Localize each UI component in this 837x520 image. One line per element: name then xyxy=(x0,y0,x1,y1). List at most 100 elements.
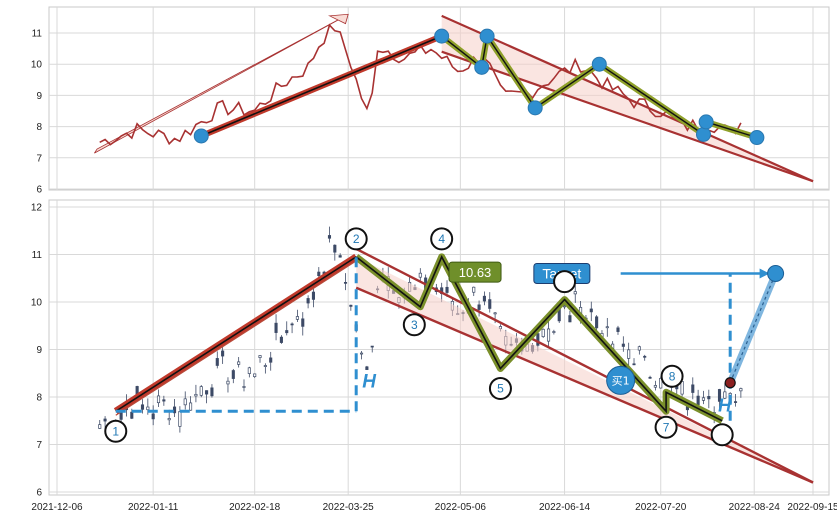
candle-body xyxy=(707,396,711,400)
candle-body xyxy=(156,395,161,404)
top-pivot-dot xyxy=(474,59,490,75)
candle-body xyxy=(680,381,684,395)
pivot-marker xyxy=(402,313,426,337)
candle-body xyxy=(231,370,235,379)
candle-body xyxy=(338,255,342,258)
top-panel: 6 7 8 9 10 11 xyxy=(31,6,830,196)
pivot-marker xyxy=(488,377,512,400)
price-annotation: 10.63 xyxy=(459,265,492,280)
buy-label: 买1 xyxy=(612,374,630,387)
bottom-x-tick-label: 2022-05-06 xyxy=(435,502,487,513)
candle-body xyxy=(632,363,636,366)
top-panel-frame xyxy=(48,6,830,191)
candle-body xyxy=(733,401,738,403)
candle-body xyxy=(595,316,599,329)
top-pivot-dot xyxy=(479,28,495,44)
target-dot xyxy=(767,265,785,282)
candle-body xyxy=(552,331,556,333)
candle-body xyxy=(472,286,476,293)
candle-body xyxy=(269,357,273,363)
candle-body xyxy=(482,295,486,302)
candle-body xyxy=(370,345,374,348)
candle-body xyxy=(445,286,449,293)
top-y-tick-label: 9 xyxy=(36,91,42,102)
bottom-y-tick-label: 7 xyxy=(36,440,42,451)
candle-body xyxy=(327,235,332,239)
candle-body xyxy=(418,272,422,278)
bottom-x-axis: 2021-12-06 2022-01-11 2022-02-18 2022-03-25… xyxy=(31,502,837,513)
candle-body xyxy=(541,328,545,338)
bottom-x-tick-label: 2022-03-25 xyxy=(323,502,375,513)
bottom-x-tick-label: 2022-08-24 xyxy=(729,502,781,513)
candle-body xyxy=(477,304,481,310)
candle-body xyxy=(226,380,230,385)
top-y-tick-label: 7 xyxy=(36,153,42,164)
candle-body xyxy=(285,330,289,334)
candle-body xyxy=(643,355,647,358)
top-pivot-dot xyxy=(698,114,714,130)
candle-body xyxy=(627,349,631,359)
top-pivot-dot xyxy=(749,130,765,146)
pivot-marker xyxy=(104,419,128,443)
projection-line xyxy=(726,272,779,385)
bottom-up-leg-shadow xyxy=(115,260,357,416)
candle-body xyxy=(178,411,182,427)
bottom-pivot-zigzag-core xyxy=(355,255,723,422)
candle-body xyxy=(199,386,203,396)
target-arrow-head xyxy=(759,268,770,279)
bottom-lower-channel xyxy=(355,286,814,484)
candle-body xyxy=(723,391,727,399)
pivot-marker xyxy=(654,415,678,439)
pivot-marker-label: 4 xyxy=(438,232,445,246)
pivot-marker-label: 3 xyxy=(411,318,418,332)
candle-body xyxy=(130,411,134,419)
candle-body xyxy=(365,366,369,370)
candle-body xyxy=(605,326,609,329)
top-pivot-dot xyxy=(695,126,711,142)
entry-dot xyxy=(724,377,736,389)
rising-arrow xyxy=(94,15,346,154)
candle-body xyxy=(536,333,540,346)
bottom-x-tick-label: 2021-12-06 xyxy=(31,502,83,513)
candle-body xyxy=(343,282,348,284)
h-label-2: H xyxy=(718,395,732,415)
candle-body xyxy=(162,399,166,402)
candle-body xyxy=(221,350,225,357)
candle-body xyxy=(493,312,497,315)
candle-body xyxy=(140,404,145,410)
candle-body xyxy=(258,355,262,358)
candle-body xyxy=(659,377,663,389)
bottom-up-leg-core xyxy=(115,256,357,412)
bottom-y-tick-label: 11 xyxy=(32,250,43,261)
top-y-axis: 6 7 8 9 10 11 xyxy=(31,29,43,196)
candle-body xyxy=(589,308,593,313)
bottom-x-tick-label: 2022-02-18 xyxy=(229,502,281,513)
candle-body xyxy=(306,298,310,304)
candle-body xyxy=(146,406,150,411)
candle-body xyxy=(242,386,246,388)
candle-body xyxy=(194,393,198,397)
candle-body xyxy=(311,291,316,300)
candle-body xyxy=(183,398,187,406)
candle-body xyxy=(563,305,567,308)
h-label: H xyxy=(362,372,377,393)
candle-body xyxy=(359,352,364,355)
candle-body xyxy=(691,384,695,393)
candle-body xyxy=(205,390,209,395)
top-y-tick-label: 6 xyxy=(36,185,42,196)
top-up-leg-core xyxy=(200,35,442,137)
bottom-y-tick-label: 9 xyxy=(36,345,42,356)
buy-marker xyxy=(606,365,636,395)
top-grid xyxy=(49,7,829,190)
pivot-marker xyxy=(430,227,454,251)
top-pivot-dot xyxy=(527,100,543,116)
top-y-tick-label: 8 xyxy=(36,122,42,133)
bottom-y-tick-label: 6 xyxy=(36,488,42,499)
candle-body xyxy=(98,424,102,429)
candle-body xyxy=(717,389,722,402)
candle-body xyxy=(247,367,251,374)
candle-body xyxy=(616,327,620,332)
candle-body xyxy=(701,397,706,401)
pivot-marker xyxy=(660,364,684,388)
